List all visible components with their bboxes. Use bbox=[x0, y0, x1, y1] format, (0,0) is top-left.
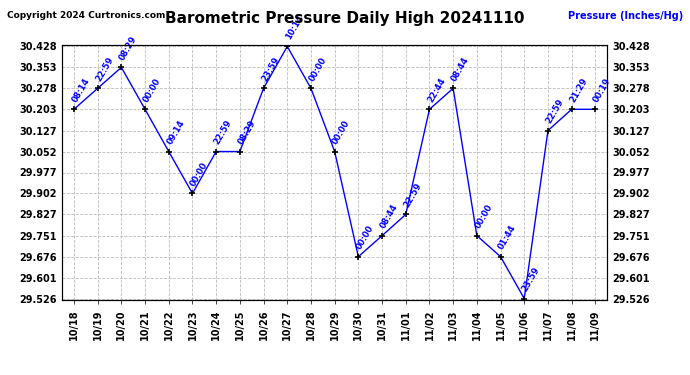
Text: 22:59: 22:59 bbox=[544, 98, 566, 125]
Text: 08:44: 08:44 bbox=[449, 55, 471, 83]
Text: 00:00: 00:00 bbox=[355, 224, 375, 251]
Text: 21:29: 21:29 bbox=[568, 76, 589, 104]
Text: 08:14: 08:14 bbox=[70, 76, 92, 104]
Text: 23:59: 23:59 bbox=[260, 55, 281, 83]
Text: 08:44: 08:44 bbox=[378, 202, 400, 230]
Text: 22:59: 22:59 bbox=[94, 55, 115, 83]
Text: 08:29: 08:29 bbox=[118, 34, 139, 62]
Text: 08:29: 08:29 bbox=[236, 118, 257, 146]
Text: 01:44: 01:44 bbox=[497, 224, 518, 251]
Text: Pressure (Inches/Hg): Pressure (Inches/Hg) bbox=[568, 11, 683, 21]
Text: 00:00: 00:00 bbox=[307, 56, 328, 83]
Text: 00:00: 00:00 bbox=[331, 118, 352, 146]
Text: 00:00: 00:00 bbox=[473, 203, 494, 230]
Text: 22:44: 22:44 bbox=[426, 76, 447, 104]
Text: 22:59: 22:59 bbox=[213, 118, 234, 146]
Text: Barometric Pressure Daily High 20241110: Barometric Pressure Daily High 20241110 bbox=[165, 11, 525, 26]
Text: 23:59: 23:59 bbox=[521, 266, 542, 293]
Text: 00:00: 00:00 bbox=[189, 160, 210, 188]
Text: 22:59: 22:59 bbox=[402, 181, 423, 209]
Text: Copyright 2024 Curtronics.com: Copyright 2024 Curtronics.com bbox=[7, 11, 166, 20]
Text: 00:19: 00:19 bbox=[592, 76, 613, 104]
Text: 00:00: 00:00 bbox=[141, 76, 162, 104]
Text: 09:14: 09:14 bbox=[165, 118, 186, 146]
Text: 10:14: 10:14 bbox=[284, 13, 305, 41]
